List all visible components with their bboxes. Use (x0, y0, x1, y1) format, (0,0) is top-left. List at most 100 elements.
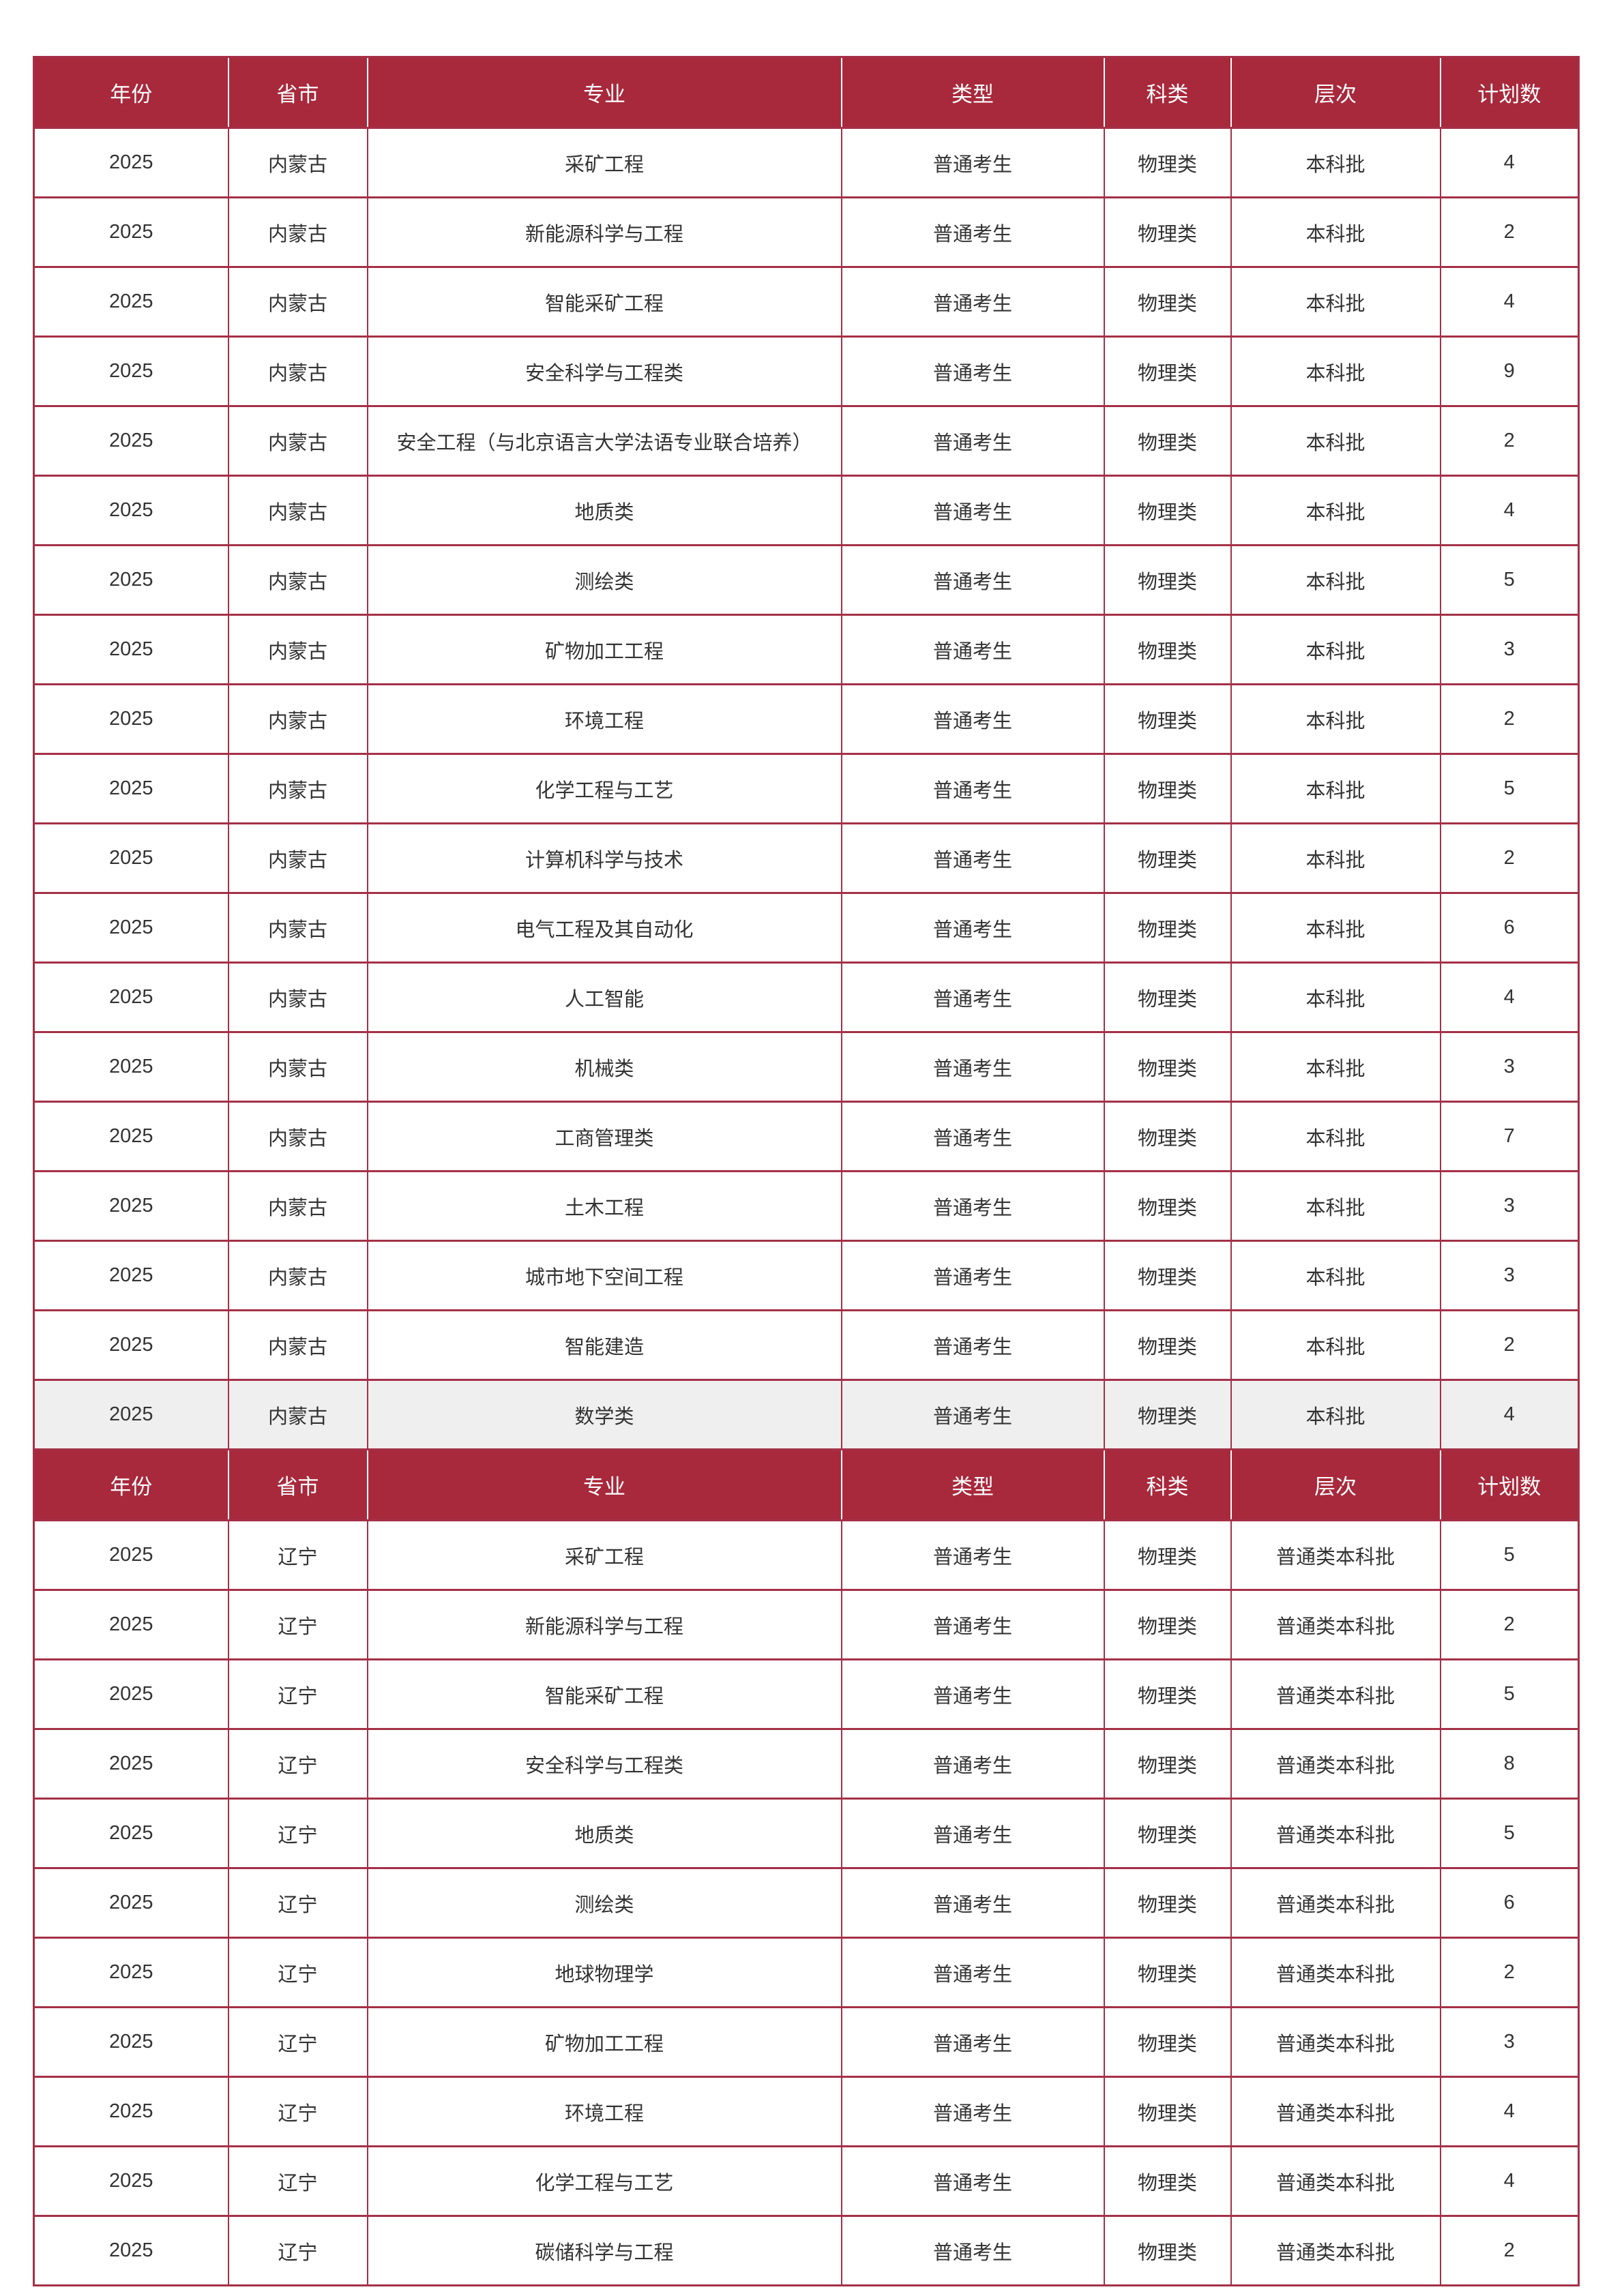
cell-subject: 物理类 (1103, 1170, 1232, 1242)
cell-count: 5 (1439, 1519, 1580, 1591)
cell-province: 辽宁 (227, 1937, 368, 2008)
column-header-level: 层次 (1230, 1449, 1441, 1521)
cell-level: 普通类本科批 (1230, 1937, 1441, 2008)
cell-major: 新能源科学与工程 (366, 196, 842, 268)
cell-count: 2 (1439, 405, 1580, 477)
cell-major: 化学工程与工艺 (366, 2145, 842, 2217)
cell-province: 内蒙古 (227, 544, 368, 616)
cell-province: 内蒙古 (227, 614, 368, 685)
table-row: 2025 内蒙古 土木工程 普通考生 物理类 本科批 3 (33, 1170, 1580, 1242)
cell-count: 5 (1439, 753, 1580, 824)
cell-type: 普通考生 (840, 614, 1105, 685)
cell-subject: 物理类 (1103, 1309, 1232, 1381)
cell-major: 安全科学与工程类 (366, 1728, 842, 1800)
column-header-year: 年份 (33, 57, 229, 128)
cell-subject: 物理类 (1103, 1728, 1232, 1800)
cell-type: 普通考生 (840, 2145, 1105, 2217)
cell-subject: 物理类 (1103, 1031, 1232, 1103)
cell-year: 2025 (33, 1937, 229, 2008)
cell-subject: 物理类 (1103, 475, 1232, 546)
cell-subject: 物理类 (1103, 614, 1232, 685)
cell-count: 3 (1439, 1031, 1580, 1103)
cell-province: 内蒙古 (227, 196, 368, 268)
cell-year: 2025 (33, 2006, 229, 2078)
cell-count: 6 (1439, 892, 1580, 964)
cell-year: 2025 (33, 1031, 229, 1103)
admission-plan-table: 年份 省市 专业 类型 科类 层次 计划数 2025 内蒙古 采矿工程 普通考生 物理类 本科批 4 202… (33, 56, 1580, 2286)
cell-subject: 物理类 (1103, 822, 1232, 894)
cell-subject: 物理类 (1103, 1798, 1232, 1869)
cell-count: 7 (1439, 1101, 1580, 1172)
cell-year: 2025 (33, 1798, 229, 1869)
table-row: 2025 内蒙古 环境工程 普通考生 物理类 本科批 2 (33, 683, 1580, 755)
cell-count: 5 (1439, 1658, 1580, 1730)
cell-subject: 物理类 (1103, 1379, 1232, 1450)
table-row: 2025 内蒙古 机械类 普通考生 物理类 本科批 3 (33, 1031, 1580, 1103)
cell-year: 2025 (33, 1170, 229, 1242)
cell-province: 辽宁 (227, 1519, 368, 1591)
cell-major: 智能采矿工程 (366, 1658, 842, 1730)
cell-level: 普通类本科批 (1230, 1519, 1441, 1591)
cell-major: 测绘类 (366, 1867, 842, 1939)
table-row: 2025 内蒙古 安全科学与工程类 普通考生 物理类 本科批 9 (33, 336, 1580, 407)
table-row: 2025 辽宁 地质类 普通考生 物理类 普通类本科批 5 (33, 1798, 1580, 1869)
cell-type: 普通考生 (840, 196, 1105, 268)
cell-type: 普通考生 (840, 753, 1105, 824)
cell-count: 2 (1439, 1589, 1580, 1660)
cell-major: 地质类 (366, 1798, 842, 1869)
cell-level: 本科批 (1230, 127, 1441, 198)
cell-count: 2 (1439, 1937, 1580, 2008)
cell-count: 4 (1439, 2145, 1580, 2217)
cell-type: 普通考生 (840, 2076, 1105, 2147)
cell-subject: 物理类 (1103, 544, 1232, 616)
table-row: 2025 辽宁 地球物理学 普通考生 物理类 普通类本科批 2 (33, 1937, 1580, 2008)
cell-level: 本科批 (1230, 405, 1441, 477)
cell-type: 普通考生 (840, 1658, 1105, 1730)
cell-level: 本科批 (1230, 892, 1441, 964)
cell-major: 安全科学与工程类 (366, 336, 842, 407)
cell-province: 内蒙古 (227, 961, 368, 1033)
cell-subject: 物理类 (1103, 753, 1232, 824)
cell-level: 本科批 (1230, 1240, 1441, 1311)
cell-major: 碳储科学与工程 (366, 2215, 842, 2286)
cell-year: 2025 (33, 266, 229, 338)
cell-major: 数学类 (366, 1379, 842, 1450)
cell-count: 2 (1439, 822, 1580, 894)
cell-count: 4 (1439, 1379, 1580, 1450)
cell-subject: 物理类 (1103, 1658, 1232, 1730)
table-row: 2025 内蒙古 地质类 普通考生 物理类 本科批 4 (33, 475, 1580, 546)
cell-province: 内蒙古 (227, 1101, 368, 1172)
column-header-province: 省市 (227, 57, 368, 128)
cell-level: 本科批 (1230, 1379, 1441, 1450)
table-row: 2025 内蒙古 人工智能 普通考生 物理类 本科批 4 (33, 961, 1580, 1033)
cell-year: 2025 (33, 1519, 229, 1591)
cell-major: 地球物理学 (366, 1937, 842, 2008)
cell-level: 本科批 (1230, 266, 1441, 338)
cell-subject: 物理类 (1103, 266, 1232, 338)
cell-count: 6 (1439, 1867, 1580, 1939)
cell-count: 9 (1439, 336, 1580, 407)
admission-plan-table-wrap: 年份 省市 专业 类型 科类 层次 计划数 2025 内蒙古 采矿工程 普通考生 物理类 本科批 4 202… (33, 56, 1580, 2286)
cell-count: 8 (1439, 1728, 1580, 1800)
table-row: 2025 内蒙古 新能源科学与工程 普通考生 物理类 本科批 2 (33, 196, 1580, 268)
cell-type: 普通考生 (840, 1309, 1105, 1381)
cell-type: 普通考生 (840, 2215, 1105, 2286)
cell-count: 3 (1439, 614, 1580, 685)
cell-year: 2025 (33, 2145, 229, 2217)
table-row: 2025 内蒙古 城市地下空间工程 普通考生 物理类 本科批 3 (33, 1240, 1580, 1311)
cell-level: 本科批 (1230, 544, 1441, 616)
cell-year: 2025 (33, 544, 229, 616)
cell-level: 本科批 (1230, 196, 1441, 268)
cell-level: 普通类本科批 (1230, 1798, 1441, 1869)
cell-province: 内蒙古 (227, 405, 368, 477)
cell-major: 智能采矿工程 (366, 266, 842, 338)
cell-province: 辽宁 (227, 2145, 368, 2217)
table-row: 2025 内蒙古 化学工程与工艺 普通考生 物理类 本科批 5 (33, 753, 1580, 824)
cell-subject: 物理类 (1103, 1101, 1232, 1172)
cell-level: 本科批 (1230, 1170, 1441, 1242)
cell-type: 普通考生 (840, 266, 1105, 338)
cell-major: 工商管理类 (366, 1101, 842, 1172)
cell-year: 2025 (33, 614, 229, 685)
cell-province: 辽宁 (227, 2215, 368, 2286)
cell-count: 4 (1439, 475, 1580, 546)
